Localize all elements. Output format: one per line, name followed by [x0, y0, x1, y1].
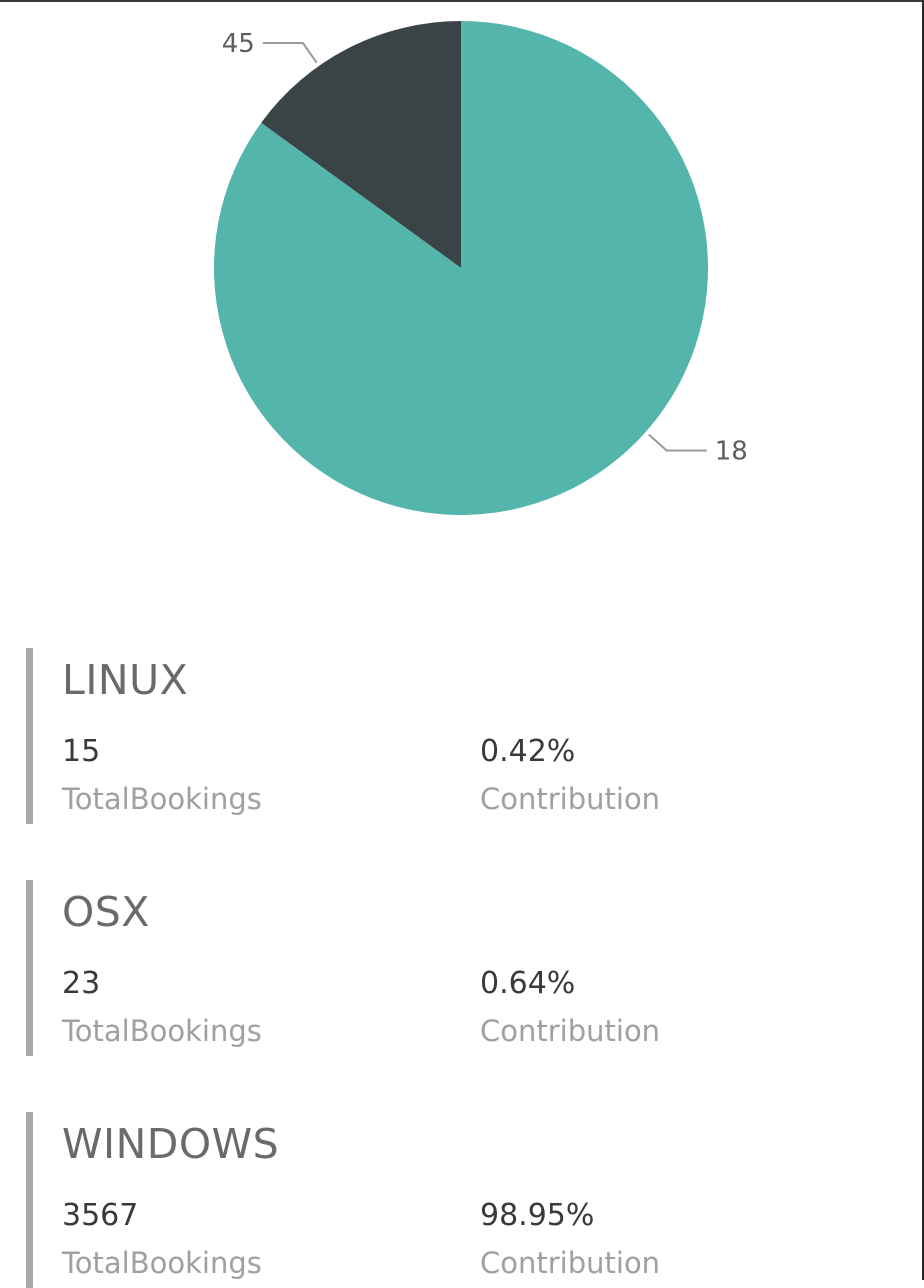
platform-card-osx[interactable]: OSX 23 0.64% TotalBookings Contribution [26, 880, 906, 1056]
leader-line-45 [262, 42, 318, 64]
pie-slice-18[interactable] [213, 21, 709, 515]
platform-name: OSX [62, 888, 150, 936]
leader-line-18 [648, 433, 707, 452]
total-bookings-value: 15 [62, 734, 101, 769]
total-bookings-value: 23 [62, 966, 101, 1001]
contribution-value: 98.95% [480, 1198, 595, 1233]
contribution-value: 0.64% [480, 966, 576, 1001]
platform-card-linux[interactable]: LINUX 15 0.42% TotalBookings Contributio… [26, 648, 906, 824]
contribution-label: Contribution [480, 782, 661, 816]
contribution-label: Contribution [480, 1014, 661, 1048]
platform-name: LINUX [62, 656, 189, 704]
contribution-label: Contribution [480, 1246, 661, 1280]
platform-name: WINDOWS [62, 1120, 280, 1168]
pie-chart: 45 18 [213, 21, 748, 515]
card-accent-bar [26, 880, 33, 1056]
data-label-45: 45 [222, 29, 255, 59]
platform-card-windows[interactable]: WINDOWS 3567 98.95% TotalBookings Contri… [26, 1112, 906, 1288]
total-bookings-label: TotalBookings [62, 1246, 262, 1280]
pie-labels: 45 18 [222, 29, 748, 466]
contribution-value: 0.42% [480, 734, 576, 769]
total-bookings-label: TotalBookings [62, 1014, 262, 1048]
total-bookings-value: 3567 [62, 1198, 139, 1233]
top-divider [0, 0, 924, 2]
data-label-18: 18 [715, 437, 748, 467]
pie-slice-45[interactable] [261, 21, 461, 268]
right-edge-divider [922, 0, 924, 1280]
pie-slices [213, 21, 709, 515]
card-accent-bar [26, 648, 33, 824]
card-accent-bar [26, 1112, 33, 1288]
total-bookings-label: TotalBookings [62, 782, 262, 816]
